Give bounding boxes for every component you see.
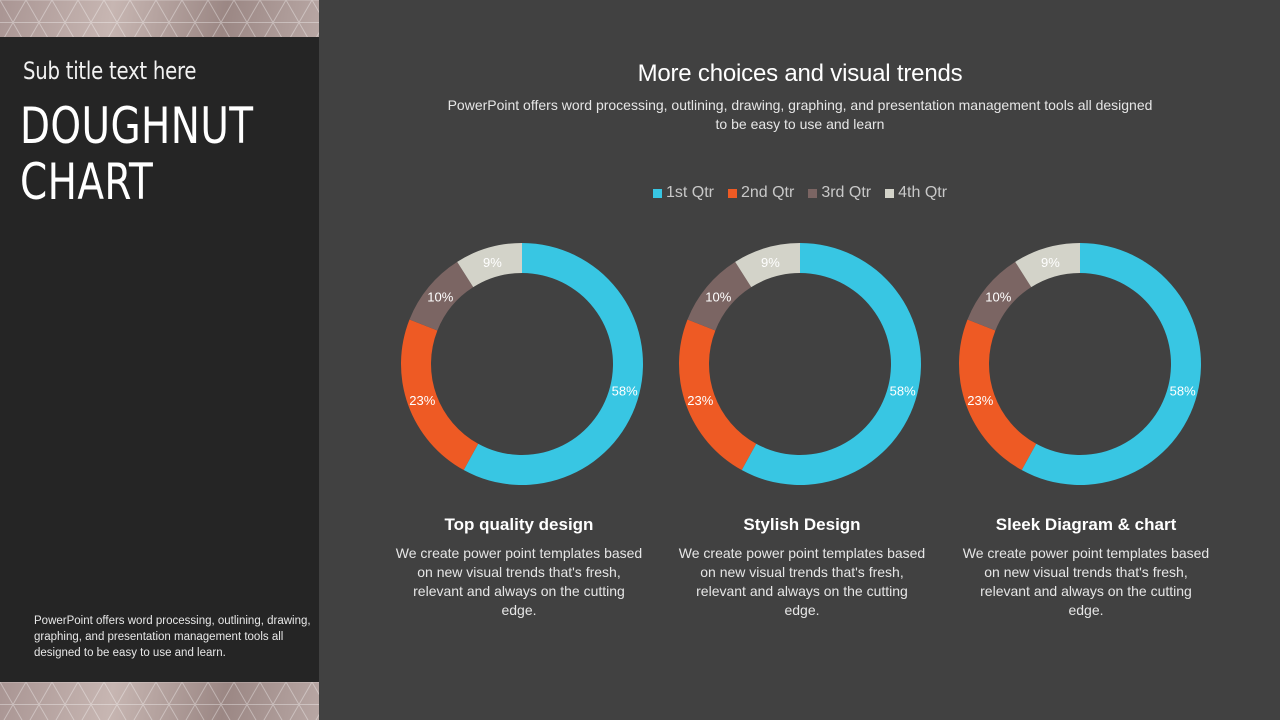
caption-3: Sleek Diagram & chart We create power po… [961,515,1211,620]
data-label: 10% [705,289,731,304]
legend-swatch [652,188,662,198]
legend-item-q4: 4th Qtr [885,184,947,202]
data-label: 9% [483,255,502,270]
data-label: 9% [761,255,780,270]
sidebar-description: PowerPoint offers word processing, outli… [34,615,311,659]
doughnut-segment-4th-qtr [1015,243,1080,288]
doughnut-chart-1: 58% 23% 10% 9% [401,243,643,486]
legend-label: 4th Qtr [898,184,948,201]
doughnut-chart-3: 58% 23% 10% 9% [958,243,1201,486]
data-label: 23% [687,393,713,408]
caption-title: Top quality design [444,515,594,534]
subtitle: Sub title text here [23,57,197,85]
doughnut-segment-1st-qtr [1021,243,1201,486]
triangle-pattern [0,0,319,37]
legend-label: 3rd Qtr [821,184,872,201]
data-label: 10% [985,289,1011,304]
doughnut-segment-1st-qtr [463,243,643,486]
legend-swatch [885,188,895,198]
data-label: 23% [967,393,993,408]
doughnut-segment-1st-qtr [741,243,921,486]
caption-text: We create power point templates based on… [395,545,643,618]
data-label: 9% [1041,255,1060,270]
legend-swatch [808,188,818,198]
doughnut-chart-2: 58% 23% 10% 9% [679,243,921,486]
pattern-lines [0,682,319,720]
doughnut-segment-2nd-qtr [401,319,479,471]
data-label: 58% [612,383,638,398]
legend-item-q1: 1st Qtr [652,184,714,202]
legend-label: 1st Qtr [665,184,714,201]
doughnut-segment-3rd-qtr [687,261,752,331]
decorative-pattern-top [0,0,319,37]
doughnut-segment-4th-qtr [457,243,522,288]
doughnut-segment-3rd-qtr [967,261,1032,331]
doughnut-segment-2nd-qtr [958,319,1037,471]
caption-title: Stylish Design [743,515,861,534]
pattern-lines [0,0,319,37]
section-description: PowerPoint offers word processing, outli… [447,97,1153,132]
caption-1: Top quality design We create power point… [394,515,644,620]
chart-legend: 1st Qtr 2nd Qtr 3rd Qtr 4th Qtr [320,184,1280,202]
data-label: 23% [409,393,435,408]
triangle-pattern [0,682,319,720]
page-title-line-2: CHART [20,153,154,211]
data-label: 10% [427,289,453,304]
legend-item-q2: 2nd Qtr [727,184,795,202]
legend-label: 2nd Qtr [740,184,795,201]
decorative-pattern-bottom [0,682,319,720]
legend-swatch [727,188,737,198]
section-title: More choices and visual trends [637,60,963,87]
sidebar-panel: Sub title text here DOUGHNUT CHART Power… [0,0,319,720]
page-title-line-1: DOUGHNUT [20,97,254,155]
data-label: 58% [1170,383,1196,398]
page-title: DOUGHNUT CHART [20,98,253,210]
caption-title: Sleek Diagram & chart [995,515,1177,534]
caption-text: We create power point templates based on… [678,545,926,618]
legend-item-q3: 3rd Qtr [808,184,871,202]
caption-text: We create power point templates based on… [962,545,1210,618]
data-label: 58% [890,383,916,398]
caption-2: Stylish Design We create power point tem… [677,515,927,620]
doughnut-segment-3rd-qtr [409,261,474,331]
doughnut-segment-4th-qtr [735,243,800,288]
doughnut-segment-2nd-qtr [679,319,757,471]
